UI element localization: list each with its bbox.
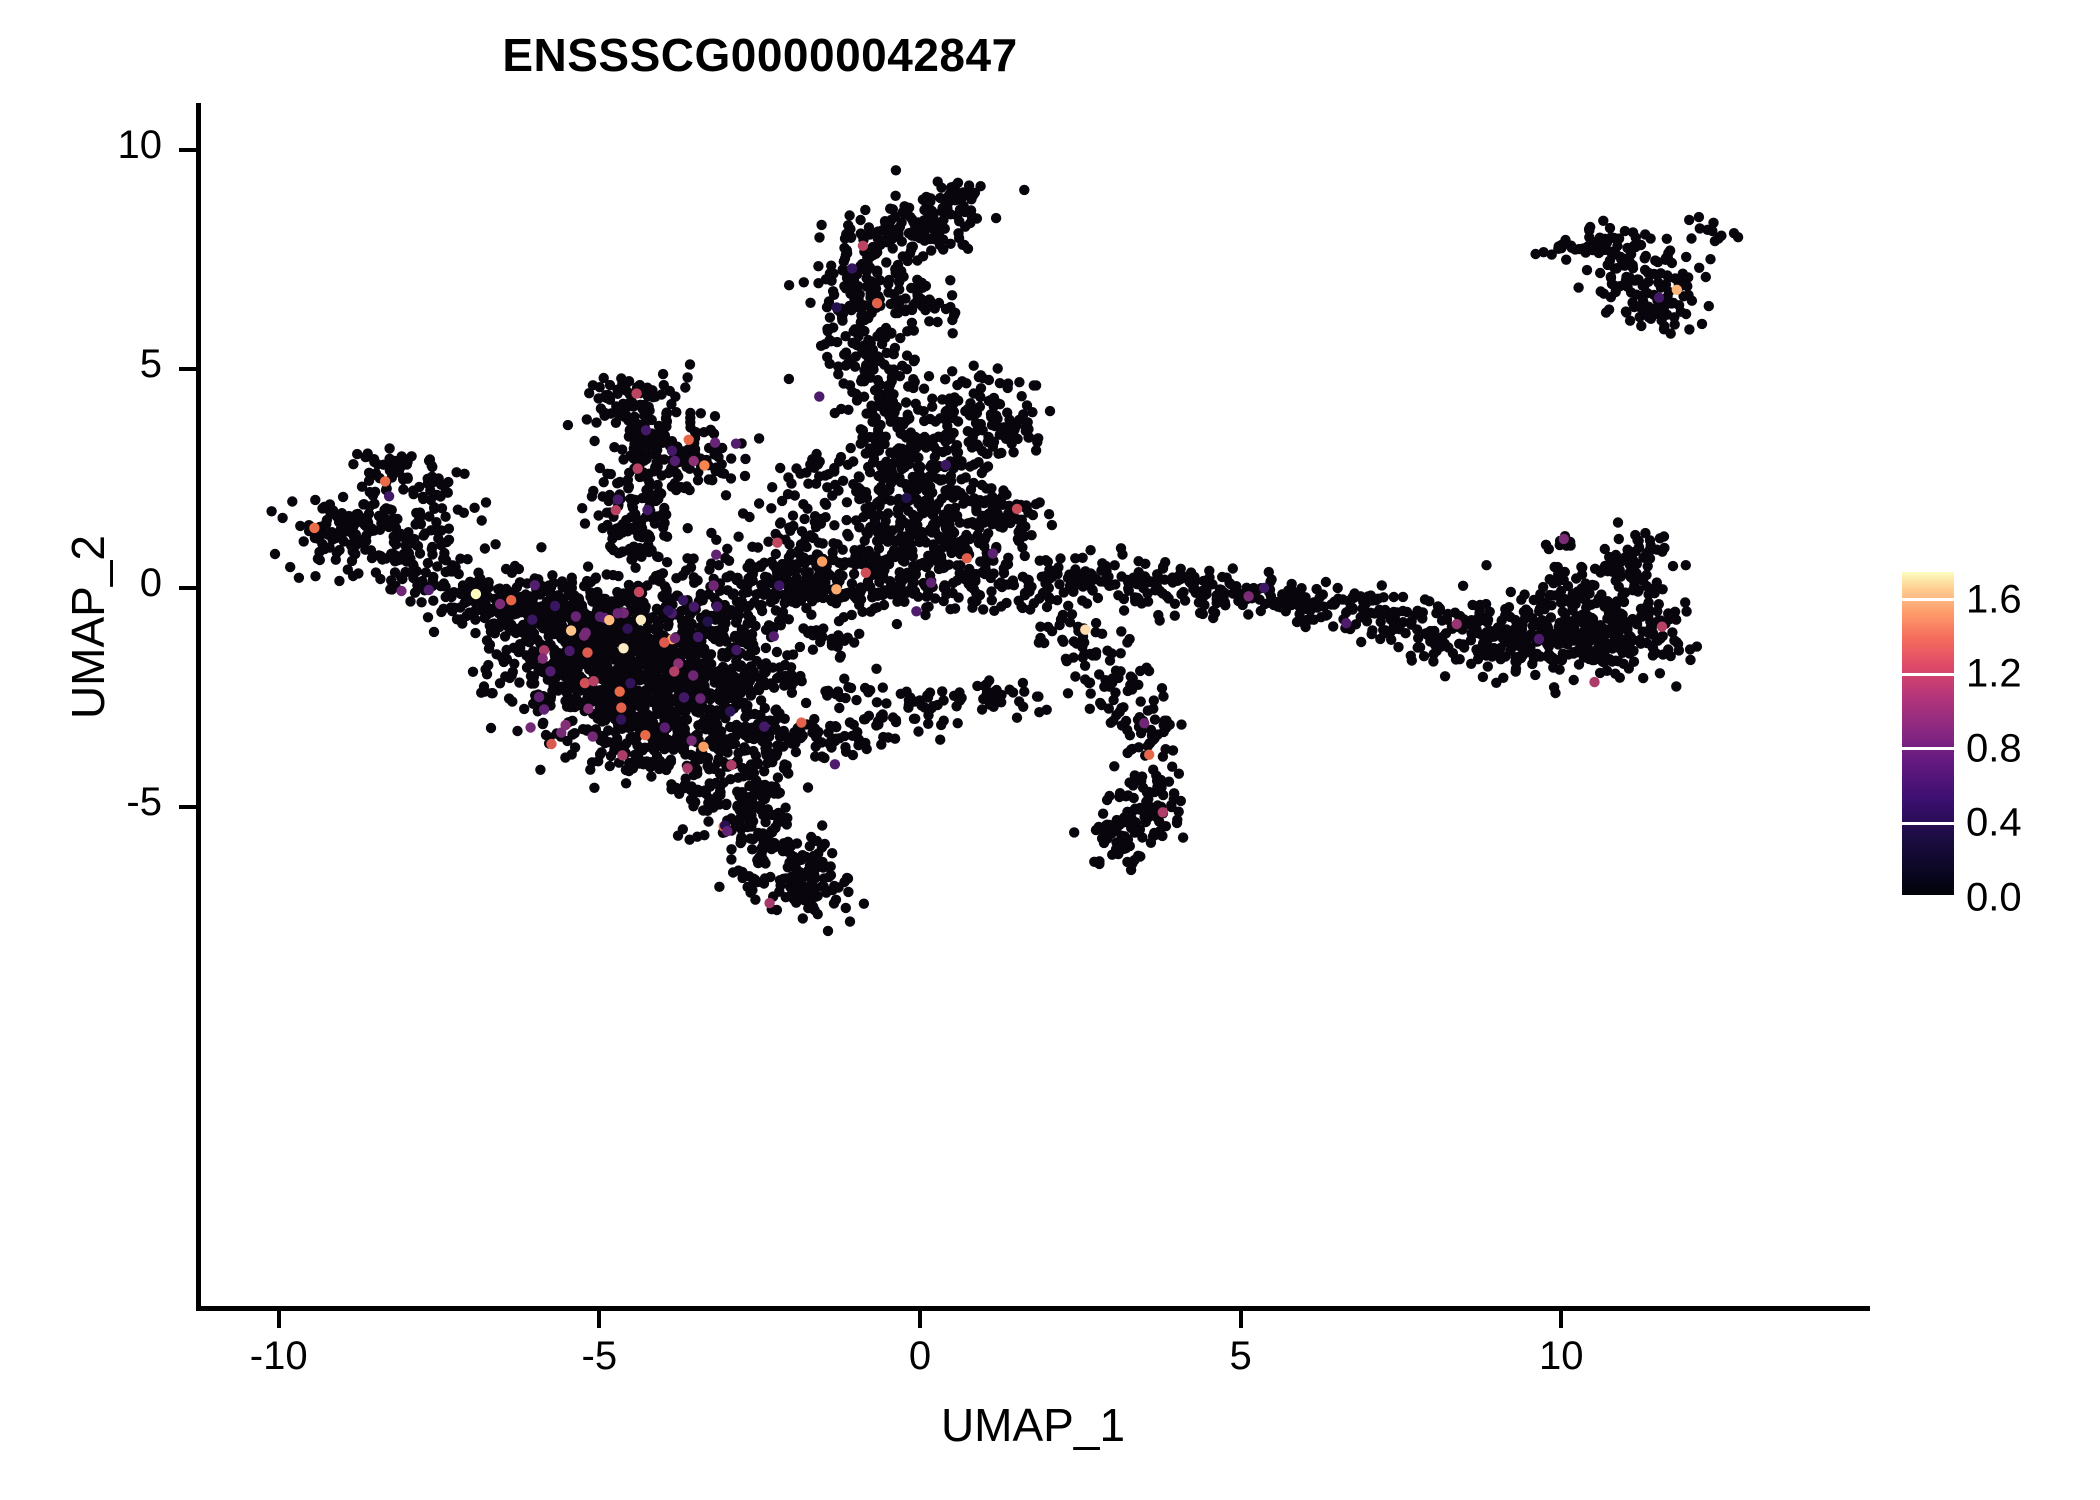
page-title: ENSSSCG00000042847	[502, 29, 1018, 81]
x-axis-line	[196, 1306, 1870, 1311]
plot-panel	[197, 103, 1869, 1306]
